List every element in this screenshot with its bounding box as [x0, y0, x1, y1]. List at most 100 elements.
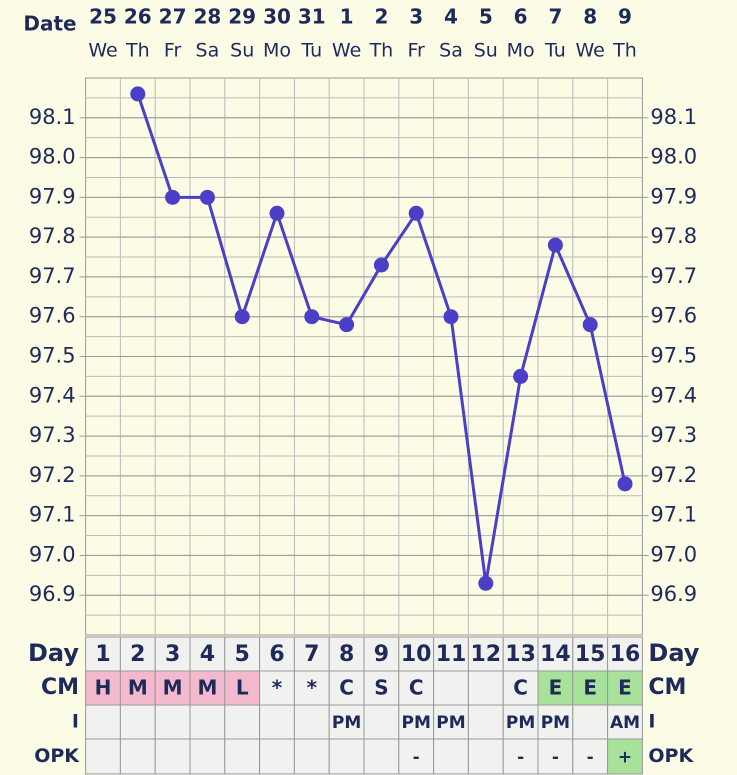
cell-text: 11	[436, 642, 467, 667]
y2-tick-label: 97.7	[650, 264, 697, 288]
cell-text: -	[413, 748, 420, 768]
weekday-label: Sa	[439, 40, 463, 62]
table-cell	[154, 636, 191, 672]
cell-text: AM	[610, 713, 640, 733]
weekday-label: Fr	[408, 40, 426, 62]
cell-text: 9	[374, 642, 389, 667]
table-cell	[328, 636, 365, 672]
cell-text: 16	[610, 642, 641, 667]
row-label-right: OPK	[648, 745, 694, 767]
date-label: 9	[618, 5, 632, 29]
y-tick-label: 97.9	[29, 184, 76, 208]
temperature-point	[373, 257, 389, 273]
table-cell	[189, 738, 226, 775]
table-cell	[154, 738, 191, 775]
table-cell	[467, 704, 504, 740]
cell-text: C	[513, 676, 528, 700]
cell-text: PM	[541, 713, 570, 733]
date-label: 6	[514, 5, 528, 29]
weekday-label: Tu	[300, 40, 322, 62]
cell-text: *	[307, 676, 318, 700]
table-cell	[607, 670, 643, 706]
y-tick-label: 97.4	[29, 383, 76, 407]
date-label: 31	[298, 5, 326, 29]
cell-text: -	[552, 748, 559, 768]
table-cell	[259, 738, 295, 775]
row-label: OPK	[34, 745, 80, 767]
temperature-point	[582, 317, 598, 333]
table-cell	[607, 636, 643, 672]
date-label: 4	[444, 5, 458, 29]
cell-text: E	[618, 676, 632, 700]
table-cell	[433, 738, 469, 775]
table-cell	[85, 738, 121, 775]
y2-tick-label: 97.9	[650, 184, 697, 208]
y2-tick-label: 97.5	[650, 344, 697, 368]
cell-text: 3	[165, 642, 180, 667]
y-tick-label: 97.7	[29, 264, 76, 288]
row-label-right: Day	[648, 639, 699, 667]
weekday-label: We	[88, 40, 117, 62]
y2-tick-label: 97.6	[650, 304, 697, 328]
table-cell	[293, 704, 330, 740]
table-cell	[607, 738, 643, 775]
cell-text: H	[95, 676, 112, 700]
y-tick-label: 97.5	[29, 344, 76, 368]
cell-text: E	[549, 676, 563, 700]
temperature-point	[547, 237, 563, 253]
date-label: 26	[124, 5, 152, 29]
x-label: Date	[23, 12, 76, 36]
row-label-right: CM	[648, 675, 686, 700]
table-cell	[119, 704, 156, 740]
y2-tick-label: 97.0	[650, 542, 697, 566]
row-label: CM	[41, 675, 79, 700]
row-label: I	[72, 711, 79, 733]
y-tick-label: 96.9	[29, 582, 76, 606]
weekday-label: Th	[125, 40, 150, 62]
date-label: 25	[89, 5, 117, 29]
date-label: 28	[193, 5, 221, 29]
date-label: 8	[583, 5, 597, 29]
table-cell	[572, 738, 609, 775]
table-cell	[537, 704, 574, 740]
y-tick-label: 97.3	[29, 423, 76, 447]
table-cell	[224, 636, 261, 672]
temperature-point	[269, 205, 285, 221]
table-cell	[363, 738, 400, 775]
weekday-label: Tu	[544, 40, 566, 62]
table-cell	[293, 738, 330, 775]
cell-text: -	[587, 748, 594, 768]
date-label: 1	[340, 5, 354, 29]
table-cell	[502, 704, 539, 740]
temperature-point	[234, 309, 250, 325]
table-cell	[572, 670, 609, 706]
y2-tick-label: 97.3	[650, 423, 697, 447]
table-cell	[259, 636, 295, 672]
y-tick-label: 97.1	[29, 503, 76, 527]
y-tick-label: 97.0	[29, 542, 76, 566]
temperature-point	[339, 317, 355, 333]
cell-text: PM	[506, 713, 535, 733]
weekday-label: We	[576, 40, 605, 62]
table-cell	[119, 738, 156, 775]
cell-text: 10	[401, 642, 432, 667]
cell-text: 4	[200, 642, 215, 667]
weekday-label: Th	[369, 40, 394, 62]
temperature-point	[165, 189, 181, 205]
table-cell	[85, 704, 121, 740]
y2-tick-label: 96.9	[650, 582, 697, 606]
temperature-point	[199, 189, 215, 205]
y-tick-label: 97.8	[29, 224, 76, 248]
weekday-label: Sa	[196, 40, 220, 62]
temperature-point	[513, 368, 529, 384]
temperature-point	[130, 86, 146, 102]
cell-text: 2	[130, 642, 145, 667]
date-label: 29	[228, 5, 256, 29]
table-cell	[363, 670, 400, 706]
y2-tick-label: 97.4	[650, 383, 697, 407]
date-label: 30	[263, 5, 291, 29]
temperature-point	[443, 309, 459, 325]
table-cell	[259, 704, 295, 740]
cell-text: 13	[505, 642, 536, 667]
cell-text: *	[272, 676, 283, 700]
